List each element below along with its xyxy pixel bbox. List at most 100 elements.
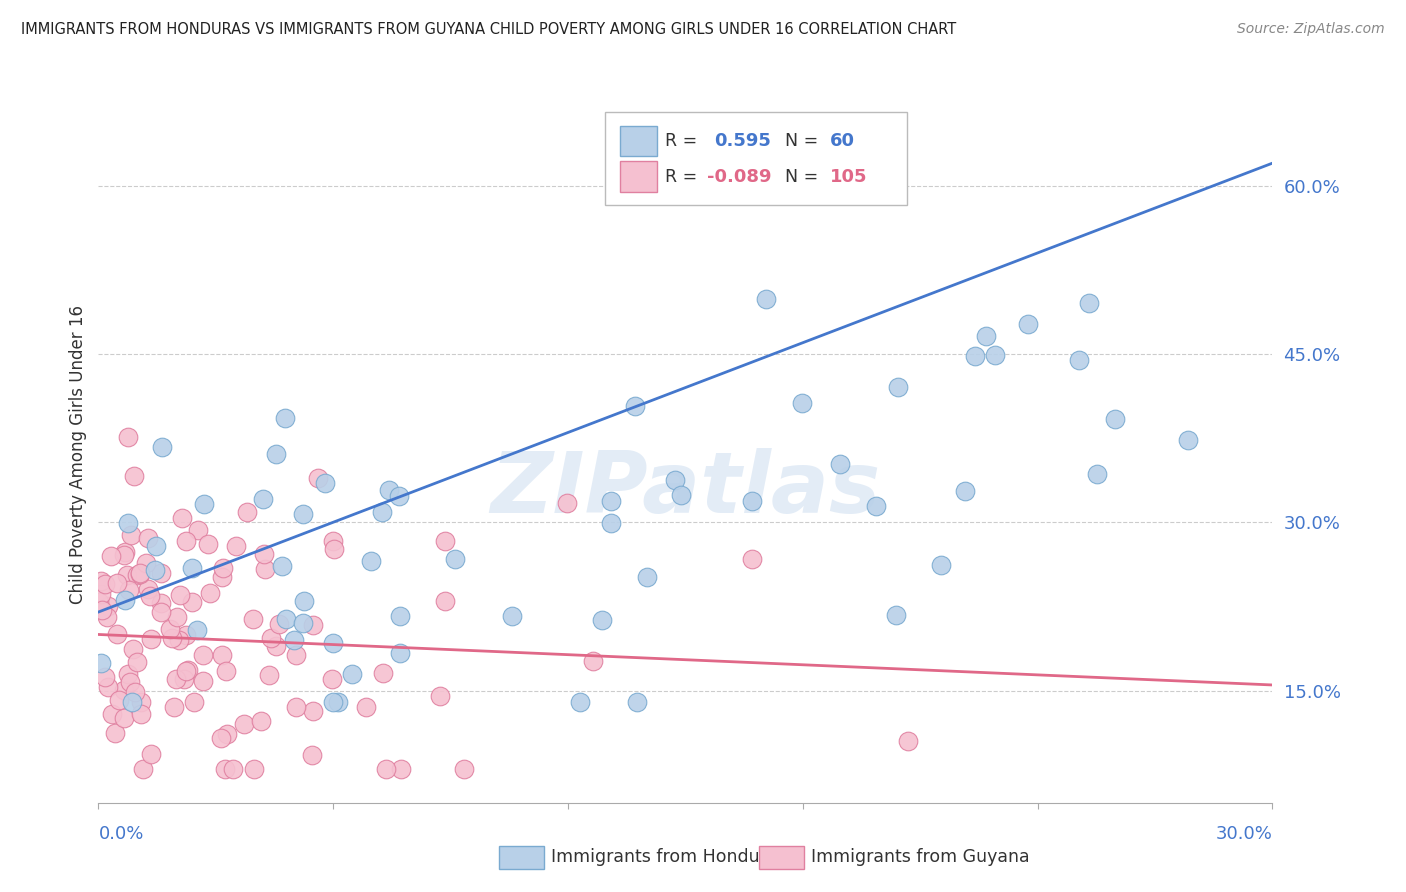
Point [128, 567, 150, 582]
Point [887, 380, 910, 394]
Point [444, 552, 467, 566]
Point [121, 695, 143, 709]
Point [314, 475, 336, 490]
Point [755, 292, 778, 306]
Point [90, 587, 112, 601]
Point [328, 695, 350, 709]
Point [131, 762, 153, 776]
Point [117, 516, 139, 530]
Point [139, 632, 162, 646]
Point [94, 576, 117, 591]
Point [200, 586, 222, 600]
Point [117, 582, 139, 597]
Point [174, 534, 197, 549]
Point [591, 613, 613, 627]
Point [664, 473, 686, 487]
Point [1085, 467, 1108, 481]
Point [378, 483, 401, 497]
Text: 0.0%: 0.0% [98, 825, 143, 843]
Point [191, 648, 214, 663]
Point [1104, 412, 1126, 426]
Point [974, 329, 997, 343]
Point [136, 532, 159, 546]
Point [129, 566, 152, 581]
Point [252, 547, 274, 561]
Text: 30.0%: 30.0% [1216, 825, 1272, 843]
Point [139, 589, 162, 603]
Point [136, 582, 159, 597]
Point [307, 471, 329, 485]
Point [124, 685, 146, 699]
Point [174, 664, 197, 678]
Point [90, 574, 112, 588]
Point [150, 605, 173, 619]
Point [389, 762, 412, 776]
Point [160, 631, 183, 645]
Point [264, 447, 287, 461]
Point [91, 603, 114, 617]
Point [291, 507, 314, 521]
Point [100, 549, 122, 563]
Y-axis label: Child Poverty Among Girls Under 16: Child Poverty Among Girls Under 16 [69, 305, 87, 605]
Point [167, 632, 190, 647]
Point [626, 695, 648, 709]
Point [243, 762, 266, 776]
Point [599, 493, 621, 508]
Point [186, 623, 208, 637]
Point [120, 528, 142, 542]
Point [292, 615, 315, 630]
Point [284, 700, 307, 714]
Point [100, 707, 122, 722]
Point [636, 569, 658, 583]
Point [96, 610, 118, 624]
Point [624, 399, 647, 413]
Text: -0.089: -0.089 [707, 168, 772, 186]
Point [212, 561, 235, 575]
Point [669, 488, 692, 502]
Point [501, 608, 523, 623]
Point [897, 734, 920, 748]
Point [149, 566, 172, 580]
Point [89, 595, 111, 609]
Point [429, 690, 451, 704]
Point [129, 695, 152, 709]
Point [371, 505, 394, 519]
Point [271, 558, 294, 573]
Point [600, 516, 623, 530]
Point [169, 589, 191, 603]
Point [187, 523, 209, 537]
Point [389, 646, 412, 660]
Point [322, 695, 344, 709]
Point [274, 410, 297, 425]
Point [360, 554, 382, 568]
Text: Immigrants from Honduras: Immigrants from Honduras [551, 848, 787, 866]
Point [191, 674, 214, 689]
Point [166, 610, 188, 624]
Point [181, 595, 204, 609]
Point [354, 699, 377, 714]
Text: 60: 60 [830, 132, 855, 150]
Point [371, 665, 394, 680]
Point [211, 570, 233, 584]
Point [117, 667, 139, 681]
Point [388, 489, 411, 503]
Text: Source: ZipAtlas.com: Source: ZipAtlas.com [1237, 22, 1385, 37]
Point [984, 348, 1007, 362]
Point [97, 680, 120, 694]
Point [283, 632, 305, 647]
Point [434, 533, 457, 548]
Point [122, 468, 145, 483]
Point [143, 563, 166, 577]
Point [252, 492, 274, 507]
Point [257, 668, 280, 682]
Point [292, 594, 315, 608]
Point [555, 496, 578, 510]
Point [953, 483, 976, 498]
Point [301, 748, 323, 763]
Point [139, 747, 162, 761]
Point [236, 505, 259, 519]
Point [125, 568, 148, 582]
Text: Immigrants from Guyana: Immigrants from Guyana [811, 848, 1029, 866]
Point [135, 556, 157, 570]
Point [792, 396, 814, 410]
